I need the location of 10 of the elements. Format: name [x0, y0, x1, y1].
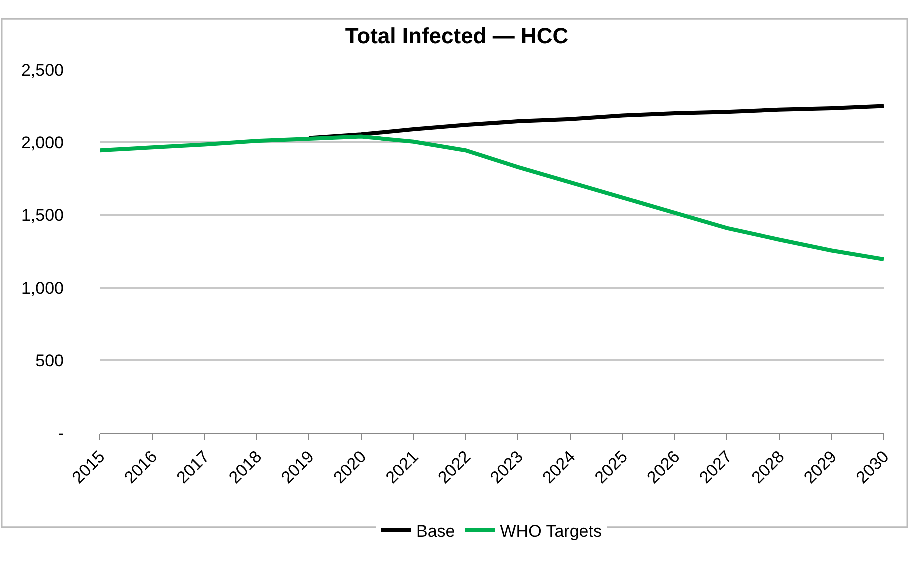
chart-title: Total Infected — HCC	[345, 23, 569, 48]
y-tick-label: 1,000	[21, 278, 64, 298]
legend-label: WHO Targets	[500, 522, 602, 542]
legend-label: Base	[416, 522, 456, 542]
y-tick-label: 2,500	[21, 60, 64, 80]
y-tick-label: 500	[36, 351, 64, 370]
y-tick-label: -	[58, 424, 64, 443]
line-series	[100, 134, 884, 262]
y-tick-label: 2,000	[21, 134, 64, 153]
y-tick-label: 1,500	[21, 206, 64, 226]
